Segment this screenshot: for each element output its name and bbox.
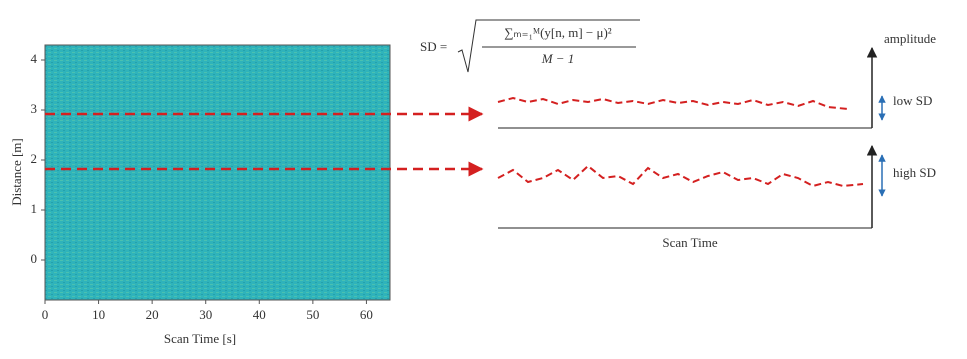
x-tick-label: 60 [360, 307, 373, 322]
y-axis-label: Distance [m] [9, 138, 24, 206]
radargram [45, 45, 390, 300]
x-tick-label: 40 [253, 307, 266, 322]
y-tick-label: 4 [31, 51, 38, 66]
y-tick-label: 2 [31, 151, 38, 166]
x-tick-label: 10 [92, 307, 105, 322]
y-tick-label: 1 [31, 201, 38, 216]
high-sd-label: high SD [893, 165, 936, 180]
formula-numerator: ∑ₘ₌₁ᴹ(y[n, m] − μ)² [504, 25, 612, 40]
x-tick-label: 20 [146, 307, 159, 322]
formula-denominator: M − 1 [541, 51, 575, 66]
y-tick-label: 0 [31, 251, 38, 266]
y-tick-label: 3 [31, 101, 38, 116]
sqrt-sign [457, 19, 640, 73]
plot-frame [44, 44, 391, 301]
x-tick-label: 30 [199, 307, 212, 322]
scan-time-label: Scan Time [662, 235, 717, 250]
low-sd-label: low SD [893, 93, 932, 108]
amplitude-label: amplitude [884, 31, 936, 46]
x-tick-label: 0 [42, 307, 49, 322]
x-tick-label: 50 [306, 307, 319, 322]
formula-lhs: SD = [420, 39, 447, 54]
high-sd-signal [497, 164, 864, 188]
low-sd-signal [497, 96, 849, 110]
x-axis-label: Scan Time [s] [164, 331, 236, 346]
